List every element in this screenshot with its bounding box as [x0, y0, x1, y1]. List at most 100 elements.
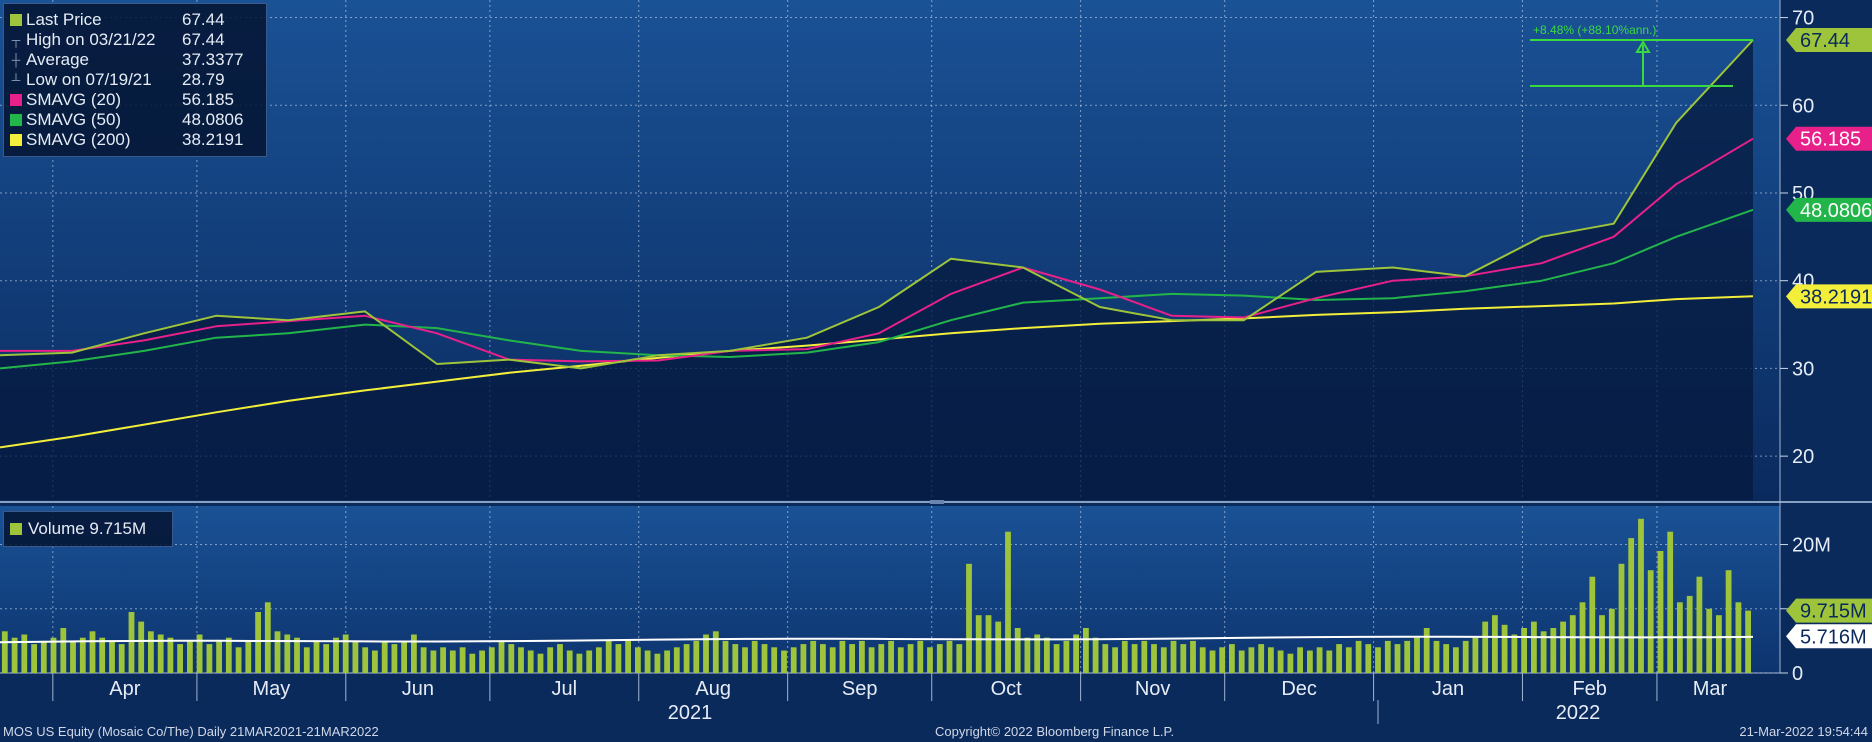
volume-bar [157, 634, 164, 673]
volume-bar [440, 647, 446, 673]
volume-bar [118, 644, 125, 673]
volume-bar [839, 640, 846, 673]
volume-bar [635, 647, 641, 673]
legend-label: SMAVG (200) [26, 130, 131, 149]
volume-bar [1112, 647, 1118, 673]
volume-bar [751, 640, 758, 673]
volume-bar [1569, 615, 1576, 673]
volume-bar [1229, 644, 1235, 673]
volume-bar [1638, 518, 1644, 673]
volume-bar [927, 647, 933, 673]
volume-bar [31, 644, 37, 673]
volume-bar [342, 634, 349, 673]
volume-bar [1268, 647, 1274, 673]
legend-swatch [10, 14, 22, 26]
volume-bar [1073, 634, 1079, 673]
volume-bar [742, 647, 748, 673]
price-value-badge-text: 56.185 [1800, 129, 1861, 151]
volume-bar [1647, 570, 1654, 673]
volume-bar [1521, 628, 1527, 673]
volume-bar [245, 640, 252, 673]
low-tick-icon: ┴ [11, 73, 21, 87]
volume-bar [1131, 644, 1138, 673]
y-tick-label: 20 [1792, 446, 1814, 468]
volume-bar [605, 640, 612, 673]
x-month-label: Oct [991, 678, 1023, 700]
x-month-label: Jul [552, 678, 578, 700]
volume-bar [576, 653, 583, 673]
volume-bar [566, 650, 573, 673]
volume-bar [1540, 631, 1547, 674]
high-tick-icon: ┬ [11, 33, 21, 47]
legend-label: Last Price [26, 10, 102, 29]
volume-bar [1102, 644, 1109, 673]
volume-bar [138, 621, 145, 673]
volume-bar [148, 631, 154, 674]
price-value-badge-text: 38.2191 [1800, 286, 1872, 308]
volume-bar [683, 644, 690, 673]
volume-bar [1375, 647, 1381, 673]
price-value-badge-shape [1786, 284, 1872, 309]
volume-value-badge-text: 9.715M [1800, 601, 1867, 623]
volume-bar [50, 637, 57, 673]
volume-bar [60, 628, 67, 673]
volume-bar [498, 640, 505, 673]
volume-bar [274, 631, 281, 674]
volume-bar [1034, 634, 1041, 673]
volume-bar [1209, 650, 1216, 673]
volume-bar [1151, 644, 1157, 673]
x-month-label: Dec [1281, 678, 1317, 700]
volume-bar [1005, 531, 1011, 673]
x-month-label: Apr [109, 678, 140, 700]
volume-bar [411, 634, 417, 673]
volume-bar [1589, 576, 1596, 673]
volume-bar [1258, 644, 1265, 673]
annotation-label: +8.48% (+88.10%ann.) [1533, 23, 1656, 37]
volume-bar [1560, 621, 1566, 673]
volume-bar [849, 644, 855, 673]
series-line-smavg-50- [0, 208, 1754, 370]
legend-label: High on 03/21/22 [26, 30, 156, 49]
legend-swatch [10, 114, 22, 126]
volume-bar [1716, 615, 1722, 673]
volume-bar [1492, 615, 1498, 673]
volume-bar [1297, 647, 1303, 673]
volume-average-line [0, 635, 1754, 644]
volume-bar [1170, 640, 1177, 673]
volume-bar [1394, 644, 1401, 673]
volume-bar [1725, 570, 1732, 673]
volume-bar [781, 650, 787, 673]
footer-center: Copyright© 2022 Bloomberg Finance L.P. [935, 724, 1175, 739]
volume-bar [761, 644, 768, 673]
volume-bar [323, 644, 330, 673]
volume-bar [810, 640, 817, 673]
legend-value: 56.185 [182, 90, 234, 109]
volume-bar [1053, 644, 1060, 673]
volume-bar [936, 644, 943, 673]
volume-bar [1160, 647, 1167, 673]
x-year-label: 2021 [668, 702, 713, 724]
volume-bar [1316, 647, 1323, 673]
volume-bar [907, 644, 914, 673]
y-tick-label: 30 [1792, 358, 1814, 380]
volume-bar [1618, 563, 1625, 673]
volume-bar [673, 647, 680, 673]
volume-bar [966, 563, 972, 673]
volume-value-badge-text: 5.716M [1800, 626, 1867, 648]
y-tick-label: 70 [1792, 8, 1814, 30]
volume-bar [722, 640, 729, 673]
volume-bar [1599, 615, 1605, 673]
volume-bar [985, 615, 992, 673]
volume-bar [1472, 637, 1479, 673]
volume-bar [557, 644, 563, 673]
volume-bar [11, 637, 18, 673]
volume-bar [868, 647, 875, 673]
volume-bar [644, 650, 651, 673]
volume-bar [372, 650, 378, 673]
volume-bar [596, 647, 602, 673]
volume-bar [1190, 640, 1196, 673]
volume-bar [449, 650, 456, 673]
volume-bar [196, 634, 203, 673]
